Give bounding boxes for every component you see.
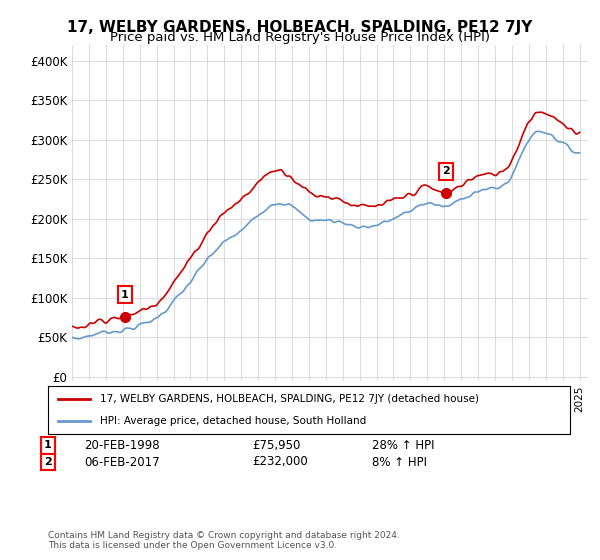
Text: 17, WELBY GARDENS, HOLBEACH, SPALDING, PE12 7JY: 17, WELBY GARDENS, HOLBEACH, SPALDING, P… [67, 20, 533, 35]
Text: 2: 2 [442, 166, 449, 176]
Text: 8% ↑ HPI: 8% ↑ HPI [372, 455, 427, 469]
Text: 20-FEB-1998: 20-FEB-1998 [84, 438, 160, 452]
Text: 17, WELBY GARDENS, HOLBEACH, SPALDING, PE12 7JY (detached house): 17, WELBY GARDENS, HOLBEACH, SPALDING, P… [100, 394, 479, 404]
Text: £232,000: £232,000 [252, 455, 308, 469]
Text: 28% ↑ HPI: 28% ↑ HPI [372, 438, 434, 452]
Text: £75,950: £75,950 [252, 438, 301, 452]
Text: Contains HM Land Registry data © Crown copyright and database right 2024.
This d: Contains HM Land Registry data © Crown c… [48, 531, 400, 550]
Text: Price paid vs. HM Land Registry's House Price Index (HPI): Price paid vs. HM Land Registry's House … [110, 31, 490, 44]
Text: 1: 1 [121, 290, 129, 300]
Text: HPI: Average price, detached house, South Holland: HPI: Average price, detached house, Sout… [100, 416, 367, 426]
Text: 06-FEB-2017: 06-FEB-2017 [84, 455, 160, 469]
Text: 1: 1 [44, 440, 52, 450]
Text: 2: 2 [44, 457, 52, 467]
